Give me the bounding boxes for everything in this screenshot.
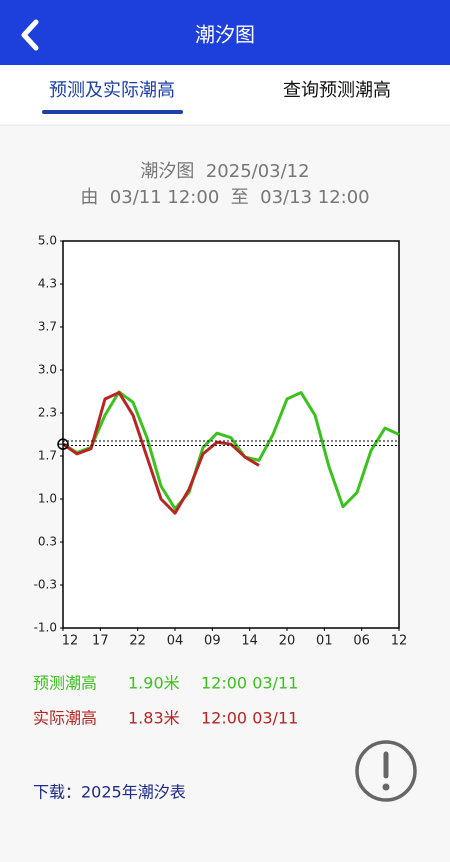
readout-time: 12:00 03/11: [201, 674, 298, 693]
plot: -1.0 -0.3 0.3 1.0 1.7 2.3 3.0 3.7 4.3 5.0 12 17 22 04…: [34, 234, 408, 649]
tab-active[interactable]: 预测及实际潮高: [49, 80, 175, 101]
y-tick-label: 0.3: [38, 535, 57, 549]
y-tick-label: 1.7: [38, 448, 57, 462]
info-dot: [382, 783, 390, 791]
tab[interactable]: 查询预测潮高: [283, 80, 391, 101]
y-tick-label: 3.7: [38, 319, 57, 333]
chart-subtitle: 由 03/11 12:00 至 03/13 12:00: [80, 187, 369, 208]
y-tick-label: 4.3: [38, 277, 57, 291]
x-tick-label: 12: [62, 634, 79, 649]
x-tick-label: 01: [316, 634, 333, 649]
tab-bar: [0, 65, 450, 125]
y-tick-label: 2.3: [38, 406, 57, 420]
x-tick-label: 14: [241, 634, 258, 649]
download-link[interactable]: 下载：2025年潮汐表: [33, 783, 186, 802]
x-tick-label: 20: [279, 634, 296, 649]
x-tick-label: 09: [204, 634, 221, 649]
series-line: [62, 391, 260, 515]
app-bar: [0, 0, 450, 65]
y-tick-label: -1.0: [34, 621, 57, 635]
tab-underline: [42, 110, 183, 114]
chart-title: 潮汐图 2025/03/12: [140, 161, 309, 182]
x-tick-label: 06: [353, 634, 370, 649]
x-tick-label: 04: [167, 634, 184, 649]
info-button[interactable]: [355, 740, 417, 802]
plot-area: [62, 240, 400, 629]
readout-time: 12:00 03/11: [201, 709, 298, 728]
readout-value: 1.90米: [128, 674, 180, 693]
y-tick-label: 5.0: [38, 234, 57, 248]
y-tick-label: -0.3: [34, 577, 57, 591]
readout-name: 实际潮高: [33, 709, 97, 728]
readout-name: 预测潮高: [33, 674, 97, 693]
y-tick-label: 3.0: [38, 363, 57, 377]
x-tick-label: 22: [129, 634, 146, 649]
info-circle: [355, 740, 417, 802]
y-tick-label: 1.0: [38, 492, 57, 506]
app-title: 潮汐图: [195, 23, 255, 47]
x-tick-label: 17: [92, 634, 109, 649]
back-button[interactable]: [21, 19, 39, 51]
readout-value: 1.83米: [128, 709, 180, 728]
x-tick-label: 12: [391, 634, 408, 649]
